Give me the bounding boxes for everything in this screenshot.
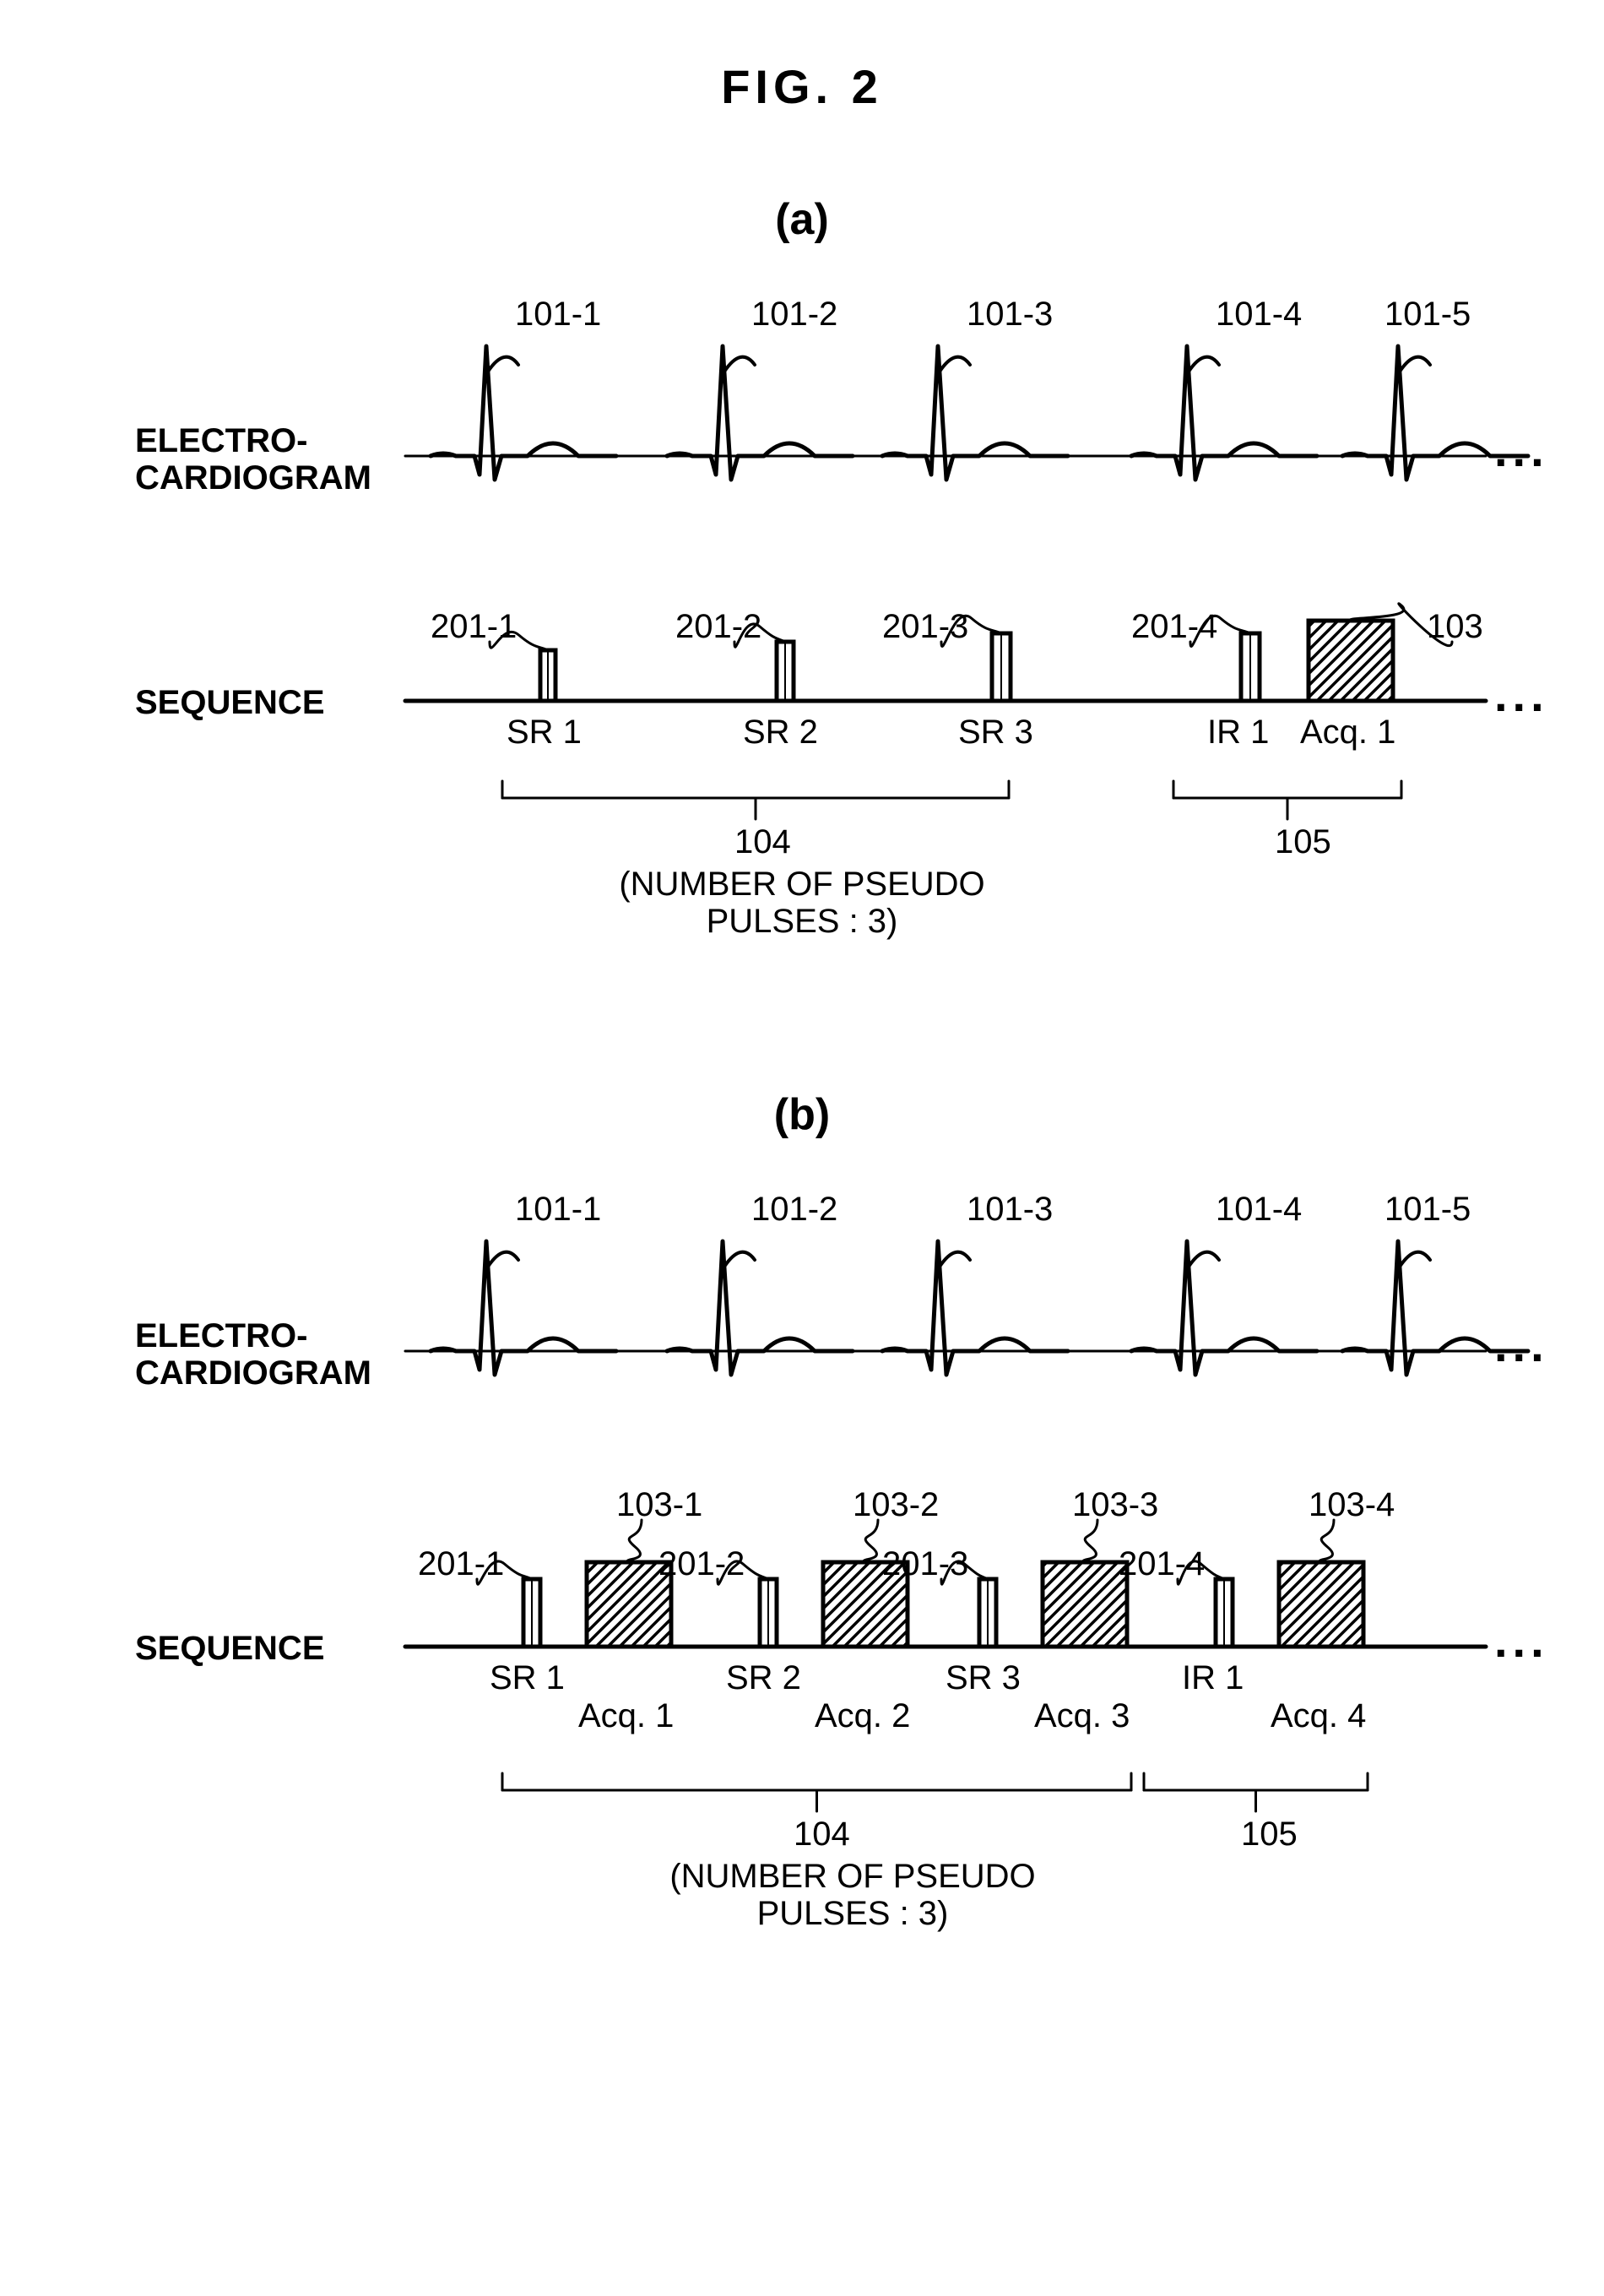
seq-pulse-below-a-1: SR 2 — [743, 714, 818, 752]
acq-label-b-2: 103-3 — [1072, 1486, 1158, 1524]
seq-pulse-label-a-1: 201-2 — [675, 608, 761, 646]
seq-pulse-below-a-2: SR 3 — [958, 714, 1033, 752]
bracket-104-note-b: (NUMBER OF PSEUDOPULSES : 3) — [642, 1858, 1064, 1932]
ecg-peak-label-a-3: 101-4 — [1216, 296, 1302, 334]
acq-below-b-2: Acq. 3 — [1034, 1697, 1130, 1735]
ecg-peak-label-a-0: 101-1 — [515, 296, 601, 334]
seq-dots-b: ... — [1494, 1613, 1549, 1668]
ecg-peak-label-b-4: 101-5 — [1385, 1191, 1471, 1229]
seq-pulse-label-b-1: 201-2 — [658, 1545, 745, 1583]
ecg-axis-label-a: ELECTRO-CARDIOGRAM — [135, 422, 371, 497]
acq-below-a-0: Acq. 1 — [1300, 714, 1395, 752]
acq-label-a-0: 103 — [1427, 608, 1483, 646]
seq-pulse-label-b-2: 201-3 — [882, 1545, 968, 1583]
acq-label-b-0: 103-1 — [616, 1486, 702, 1524]
seq-pulse-below-b-0: SR 1 — [490, 1659, 565, 1697]
acq-below-b-0: Acq. 1 — [578, 1697, 674, 1735]
bracket-105-label-a: 105 — [1275, 823, 1331, 860]
ecg-peak-label-a-4: 101-5 — [1385, 296, 1471, 334]
seq-pulse-below-a-3: IR 1 — [1207, 714, 1269, 752]
bracket-105-label-b: 105 — [1241, 1816, 1298, 1853]
seq-pulse-below-a-0: SR 1 — [507, 714, 582, 752]
ecg-axis-label-b: ELECTRO-CARDIOGRAM — [135, 1317, 371, 1392]
seq-pulse-label-b-0: 201-1 — [418, 1545, 504, 1583]
seq-pulse-label-a-0: 201-1 — [431, 608, 517, 646]
seq-pulse-below-b-1: SR 2 — [726, 1659, 801, 1697]
seq-axis-label-a: SEQUENCE — [135, 684, 325, 721]
panel-subtitle-a: (a) — [775, 194, 829, 245]
seq-pulse-below-b-2: SR 3 — [946, 1659, 1021, 1697]
acq-below-b-1: Acq. 2 — [815, 1697, 910, 1735]
acq-label-b-1: 103-2 — [853, 1486, 939, 1524]
acq-below-b-3: Acq. 4 — [1271, 1697, 1366, 1735]
seq-pulse-label-b-3: 201-4 — [1119, 1545, 1205, 1583]
ecg-peak-label-b-0: 101-1 — [515, 1191, 601, 1229]
ecg-peak-label-b-1: 101-2 — [751, 1191, 837, 1229]
acq-label-b-3: 103-4 — [1309, 1486, 1395, 1524]
ecg-peak-label-b-2: 101-3 — [967, 1191, 1053, 1229]
ecg-peak-label-a-2: 101-3 — [967, 296, 1053, 334]
seq-pulse-label-a-2: 201-3 — [882, 608, 968, 646]
seq-axis-label-b: SEQUENCE — [135, 1630, 325, 1667]
ecg-peak-label-b-3: 101-4 — [1216, 1191, 1302, 1229]
ecg-peak-label-a-1: 101-2 — [751, 296, 837, 334]
seq-dots-a: ... — [1494, 667, 1549, 722]
bracket-104-note-a: (NUMBER OF PSEUDOPULSES : 3) — [591, 866, 1013, 940]
bracket-104-label-b: 104 — [794, 1816, 850, 1853]
ecg-dots-a: ... — [1494, 422, 1549, 477]
panel-subtitle-b: (b) — [774, 1089, 830, 1140]
ecg-dots-b: ... — [1494, 1317, 1549, 1372]
bracket-104-label-a: 104 — [734, 823, 791, 860]
seq-pulse-below-b-3: IR 1 — [1182, 1659, 1244, 1697]
seq-pulse-label-a-3: 201-4 — [1131, 608, 1217, 646]
